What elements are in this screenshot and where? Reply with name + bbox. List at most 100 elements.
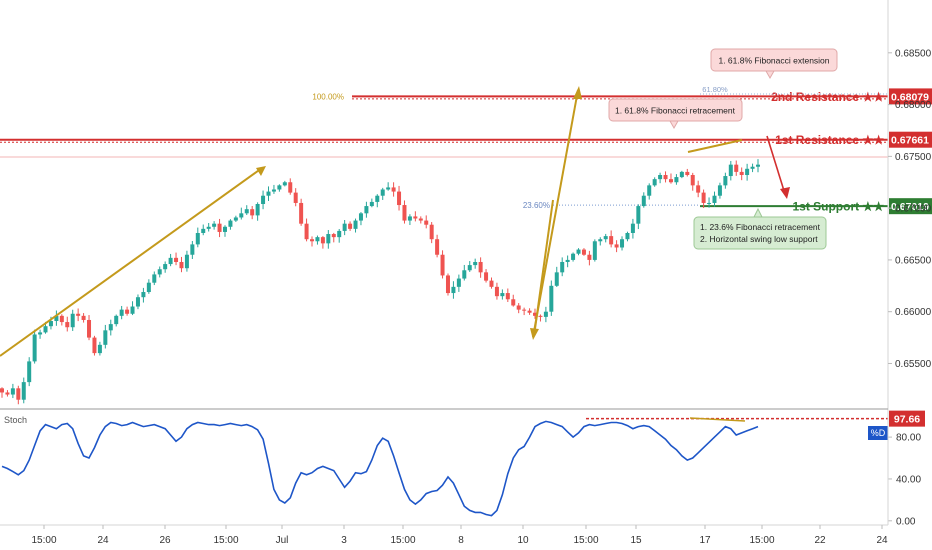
divergence-stoch-line: [689, 417, 746, 422]
y-tick-label: 0.67000: [895, 204, 932, 215]
stoch-d-line: [1, 420, 759, 517]
stoch-value-label: 97.66: [894, 414, 920, 426]
candle-body: [32, 334, 37, 362]
stoch-value-tag: [889, 410, 925, 427]
candle-body: [92, 337, 97, 354]
candle-body: [413, 216, 418, 219]
candle-body: [598, 239, 603, 242]
x-tick-label: 15:00: [390, 535, 415, 546]
candle-body: [97, 344, 102, 354]
candle-body: [179, 261, 184, 269]
candle-body: [337, 230, 342, 238]
candle-body: [386, 187, 391, 190]
candle-body: [157, 269, 162, 275]
candle-body: [429, 224, 434, 240]
candle-body: [152, 274, 157, 283]
candle-body: [174, 257, 179, 262]
divergence-price-line: [687, 139, 743, 153]
candle-body: [734, 164, 739, 172]
candle-body: [565, 259, 570, 262]
stoch-tick-label: 80.00: [896, 433, 921, 444]
candle-body: [397, 191, 402, 206]
stoch-title: Stoch: [4, 415, 27, 425]
candle-body: [114, 315, 119, 325]
candle-body: [685, 171, 690, 176]
y-tick-label: 0.65500: [895, 359, 932, 370]
candle-body: [239, 213, 244, 218]
x-tick-label: 15:00: [31, 535, 56, 546]
candle-body: [494, 286, 499, 297]
candle-body: [21, 382, 26, 400]
candle-body: [576, 249, 581, 254]
fib-618-label: 61.80%: [702, 85, 728, 94]
projection-arrow-line: [766, 135, 786, 195]
candle-body: [658, 175, 663, 180]
candle-body: [690, 175, 695, 186]
x-tick-label: 15: [630, 535, 642, 546]
candle-body: [87, 319, 92, 338]
candle-body: [282, 182, 287, 186]
candle-body: [543, 311, 548, 317]
x-tick-label: 15:00: [573, 535, 598, 546]
retracement-note-pointer: [669, 120, 679, 130]
candle-body: [255, 204, 260, 216]
projection-arrowhead: [780, 187, 790, 199]
fib-retrace-arrowhead: [530, 328, 539, 340]
candle-body: [739, 171, 744, 176]
x-tick-label: Jul: [276, 535, 289, 546]
candle-body: [712, 195, 717, 203]
candle-body: [636, 206, 641, 224]
candle-body: [70, 313, 75, 328]
candle-body: [125, 309, 130, 314]
level-price-label: 0.68079: [891, 91, 929, 103]
candle-body: [375, 195, 380, 202]
candle-body: [505, 293, 510, 300]
candle-body: [233, 217, 238, 221]
candle-body: [0, 388, 4, 393]
candle-body: [560, 261, 565, 273]
candle-body: [250, 209, 255, 216]
candle-body: [603, 236, 608, 240]
candle-body: [310, 239, 315, 242]
candle-body: [571, 253, 576, 260]
candle-body: [538, 315, 543, 317]
candle-body: [146, 282, 151, 293]
uptrend-arrowhead: [256, 166, 266, 176]
candle-body: [380, 189, 385, 196]
candle-body: [630, 223, 635, 233]
candle-body: [81, 315, 86, 320]
candle-body: [668, 179, 673, 183]
x-tick-label: 26: [159, 535, 171, 546]
candle-body: [76, 313, 81, 316]
candle-body: [614, 244, 619, 248]
candle-body: [391, 187, 396, 192]
candle-body: [43, 326, 48, 333]
candle-body: [402, 205, 407, 221]
candle-body: [353, 220, 358, 229]
candle-body: [201, 228, 206, 233]
candle-body: [462, 270, 467, 279]
support-note-line2: 2. Horizontal swing low support: [700, 234, 818, 244]
candle-body: [625, 232, 630, 240]
candle-body: [522, 309, 527, 311]
candle-body: [489, 280, 494, 287]
candle-body: [271, 189, 276, 192]
candle-body: [331, 234, 336, 238]
candle-body: [141, 292, 146, 298]
x-tick-label: 3: [341, 535, 347, 546]
candle-body: [358, 213, 363, 221]
candle-body: [679, 171, 684, 178]
candle-body: [244, 209, 249, 214]
x-tick-label: 15:00: [749, 535, 774, 546]
price-levels: 0.68079 2nd Resistance ★★ 0.67661 1st Resis…: [0, 85, 932, 215]
x-tick-label: 24: [97, 535, 109, 546]
candle-body: [728, 164, 733, 177]
candle-body: [641, 195, 646, 207]
candle-body: [527, 310, 532, 313]
candle-body: [407, 216, 412, 221]
stoch-tick-label: 0.00: [896, 516, 916, 527]
candle-body: [212, 223, 217, 227]
candle-body: [717, 185, 722, 196]
candle-body: [696, 185, 701, 193]
